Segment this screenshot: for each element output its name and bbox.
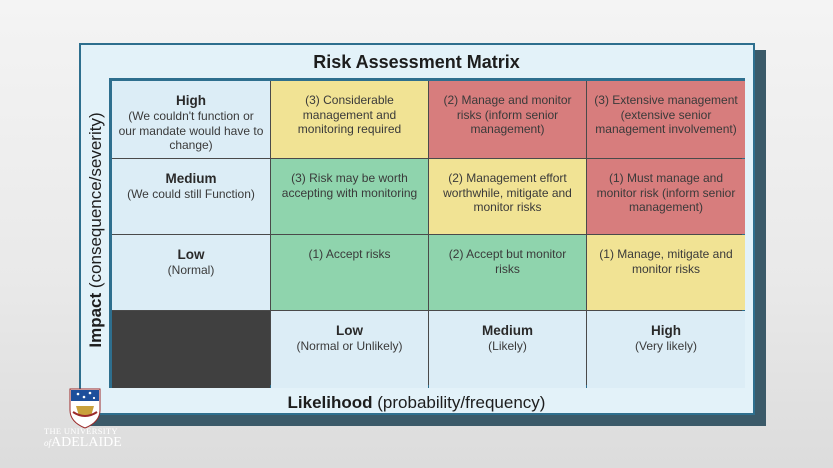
- column-header-title: Low: [336, 323, 363, 338]
- column-header-title: High: [651, 323, 681, 338]
- risk-cell-text: (2) Management effort worthwhile, mitiga…: [443, 171, 572, 214]
- y-axis-label-bold: Impact: [86, 292, 105, 348]
- logo-text-bottom: ofADELAIDE: [44, 435, 122, 451]
- university-crest-icon: [69, 388, 101, 429]
- risk-cell-medium-medium: (2) Management effort worthwhile, mitiga…: [429, 159, 586, 234]
- risk-cell-text: (1) Manage, mitigate and monitor risks: [599, 247, 733, 276]
- column-header-subtitle: (Very likely): [634, 339, 697, 353]
- risk-cell-text: (2) Accept but monitor risks: [448, 247, 567, 276]
- risk-cell-low-high: (1) Manage, mitigate and monitor risks: [587, 235, 745, 310]
- row-header-subtitle: (Normal): [167, 263, 215, 277]
- x-axis-label: Likelihood (probability/frequency): [0, 393, 833, 413]
- row-header-title: High: [176, 93, 206, 108]
- row-header-low: Low (Normal): [112, 235, 270, 310]
- y-axis-label: Impact (consequence/severity): [86, 112, 106, 347]
- row-header-title: Medium: [165, 171, 217, 186]
- logo-text-top: THE UNIVERSITY: [44, 426, 118, 436]
- y-axis-label-rest: (consequence/severity): [86, 112, 105, 293]
- risk-cell-high-high: (3) Extensive management (extensive seni…: [587, 81, 745, 158]
- logo-text-main: ADELAIDE: [51, 435, 122, 450]
- column-header-high: High (Very likely): [587, 311, 745, 388]
- column-header-low: Low (Normal or Unlikely): [271, 311, 428, 388]
- risk-cell-medium-high: (1) Must manage and monitor risk (inform…: [587, 159, 745, 234]
- x-axis-label-bold: Likelihood: [287, 393, 373, 412]
- logo-text-prefix: of: [44, 438, 52, 448]
- risk-cell-high-medium: (2) Manage and monitor risks (inform sen…: [429, 81, 586, 158]
- risk-matrix-grid: High (We couldn't function or our mandat…: [112, 81, 745, 388]
- row-header-medium: Medium (We could still Function): [112, 159, 270, 234]
- risk-cell-text: (1) Accept risks: [308, 247, 391, 261]
- risk-cell-text: (3) Risk may be worth accepting with mon…: [281, 171, 418, 200]
- row-header-high: High (We couldn't function or our mandat…: [112, 81, 270, 158]
- column-header-subtitle: (Likely): [488, 339, 527, 353]
- corner-cell: [112, 311, 270, 388]
- row-header-title: Low: [177, 247, 205, 262]
- column-header-subtitle: (Normal or Unlikely): [296, 339, 403, 353]
- risk-cell-text: (3) Considerable management and monitori…: [297, 93, 402, 136]
- risk-cell-low-medium: (2) Accept but monitor risks: [429, 235, 586, 310]
- matrix-title: Risk Assessment Matrix: [313, 52, 520, 72]
- risk-cell-text: (3) Extensive management (extensive seni…: [594, 93, 738, 136]
- row-header-subtitle: (We could still Function): [127, 187, 255, 201]
- row-header-subtitle: (We couldn't function or our mandate wou…: [118, 109, 264, 152]
- risk-cell-text: (2) Manage and monitor risks (inform sen…: [443, 93, 572, 136]
- risk-cell-low-low: (1) Accept risks: [271, 235, 428, 310]
- risk-cell-text: (1) Must manage and monitor risk (inform…: [596, 171, 736, 214]
- column-header-title: Medium: [481, 323, 533, 338]
- matrix-grid-border: High (We couldn't function or our mandat…: [109, 78, 745, 388]
- risk-cell-high-low: (3) Considerable management and monitori…: [271, 81, 428, 158]
- risk-cell-medium-low: (3) Risk may be worth accepting with mon…: [271, 159, 428, 234]
- x-axis-label-rest: (probability/frequency): [372, 393, 546, 412]
- column-header-medium: Medium (Likely): [429, 311, 586, 388]
